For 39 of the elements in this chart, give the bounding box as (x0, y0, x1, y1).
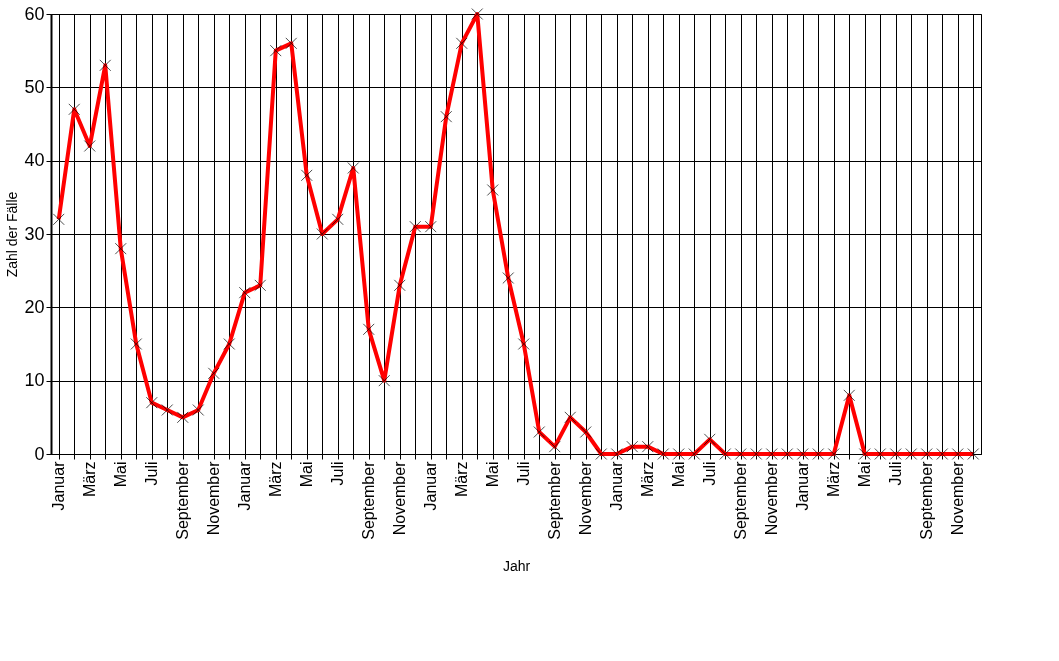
x-tick-label: Januar (794, 460, 812, 511)
y-tick-label: 20 (24, 296, 45, 317)
x-tick-label: Juli (887, 461, 905, 486)
x-tick-label: März (267, 461, 285, 498)
x-tick-label: Mai (856, 461, 874, 488)
y-axis-title: Zahl der Fälle (4, 191, 21, 278)
x-tick-label: März (825, 461, 843, 498)
x-tick-label: Januar (608, 460, 626, 511)
y-tick-label: 50 (24, 76, 45, 97)
x-tick-label: März (453, 461, 471, 498)
x-tick-label: November (577, 460, 595, 536)
x-tick-label: September (732, 460, 750, 540)
y-tick-label: 30 (24, 223, 45, 244)
x-tick-label: November (391, 460, 409, 536)
x-tick-label: Juli (515, 461, 533, 486)
x-tick-label: Juli (329, 461, 347, 486)
x-tick-label: Januar (422, 460, 440, 511)
x-tick-label: September (174, 460, 192, 540)
x-tick-label: November (763, 460, 781, 536)
x-tick-label: Juli (701, 461, 719, 486)
x-tick-label: Januar (50, 460, 68, 511)
y-tick-label: 60 (24, 3, 45, 24)
x-tick-label: November (205, 460, 223, 536)
x-tick-label: Mai (484, 461, 502, 488)
x-tick-label: Mai (298, 461, 316, 488)
x-tick-label: März (639, 461, 657, 498)
x-tick-label: September (546, 460, 564, 540)
x-tick-label: Januar (236, 460, 254, 511)
x-tick-label: Mai (670, 461, 688, 488)
y-tick-label: 0 (34, 443, 45, 464)
x-tick-label: September (360, 460, 378, 540)
x-tick-label: November (949, 460, 967, 536)
x-tick-label: Mai (112, 461, 130, 488)
y-tick-label: 10 (24, 370, 45, 391)
x-axis-title: Jahr (502, 557, 531, 574)
y-tick-label: 40 (24, 150, 45, 171)
x-tick-label: September (918, 460, 936, 540)
x-tick-label: Juli (143, 461, 161, 486)
x-tick-label: März (81, 461, 99, 498)
